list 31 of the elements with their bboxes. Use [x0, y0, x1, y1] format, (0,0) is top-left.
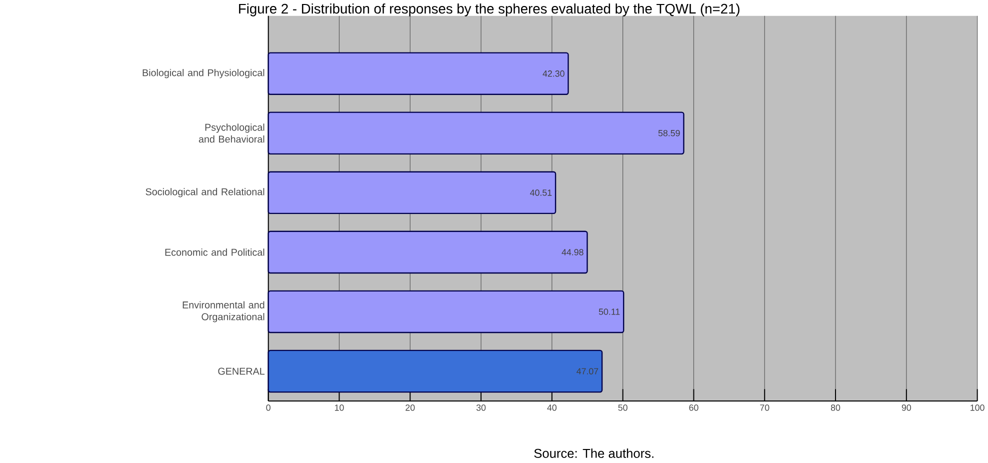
data-label: 58.59: [658, 130, 680, 136]
x-tick-label: 90: [902, 404, 912, 411]
bar: [268, 112, 684, 154]
x-tick-label: 40: [547, 404, 557, 411]
x-tick-label: 30: [476, 404, 486, 411]
bar: [268, 290, 624, 333]
x-tick-label: 100: [970, 404, 984, 411]
data-label: 47.07: [576, 368, 598, 374]
y-tick-label: Biological and Physiological: [142, 68, 264, 78]
source-note: Source: The authors.: [534, 448, 654, 458]
bar: [268, 230, 588, 274]
data-label: 44.98: [562, 248, 584, 256]
data-label: 42.30: [542, 70, 564, 77]
chart-title: Figure 2 - Distribution of responses by the spheres evaluated by the TQWL (n=21): [239, 3, 740, 16]
y-tick-label: Sociological and Relational: [146, 188, 264, 198]
x-tick-label: 80: [830, 404, 840, 411]
data-label: 40.51: [530, 189, 552, 196]
data-label: 50.11: [598, 308, 620, 315]
bar: [268, 52, 569, 95]
bar: [268, 350, 603, 392]
x-tick-label: 50: [618, 404, 628, 411]
y-tick-label: GENERAL: [218, 368, 265, 375]
bar: [268, 171, 556, 214]
x-tick-label: 0: [266, 404, 270, 411]
x-tick-label: 20: [406, 404, 415, 411]
y-tick-label: Environmental and Organizational: [182, 301, 264, 322]
y-tick-label: Economic and Political: [165, 248, 264, 256]
x-tick-label: 10: [334, 404, 344, 411]
y-tick-label: Psychological and Behavioral: [198, 123, 264, 142]
x-tick-label: 70: [760, 404, 770, 411]
x-tick-label: 60: [689, 404, 698, 411]
